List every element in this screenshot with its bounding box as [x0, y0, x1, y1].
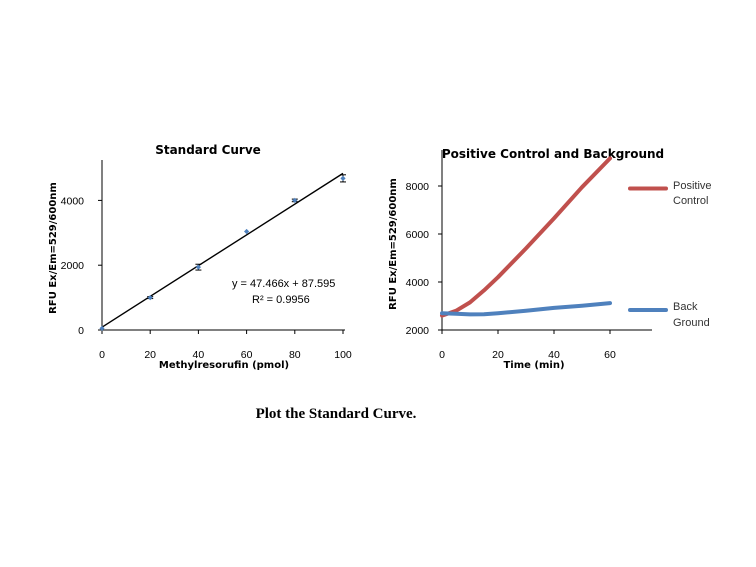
- x-tick-label: 60: [604, 349, 616, 361]
- x-tick-label: 20: [144, 349, 156, 361]
- x-tick-label: 40: [193, 349, 205, 361]
- data-point: [99, 325, 105, 331]
- y-axis-label: RFU Ex/Em=529/600nm: [388, 178, 399, 310]
- series-line: [440, 156, 612, 318]
- trendline: [101, 172, 344, 328]
- data-point: [147, 295, 154, 301]
- axis-ticks: 0 20 40 60 80 100 0 2000 4000: [61, 195, 352, 361]
- x-tick-label: 20: [492, 349, 504, 361]
- x-tick-label: 60: [241, 349, 253, 361]
- chart-title: Positive Control and Background: [442, 147, 664, 161]
- y-axis-label: RFU Ex/Em=529/600nm: [48, 182, 59, 314]
- trendline-equation: y = 47.466x + 87.595: [232, 278, 335, 290]
- data-point: [291, 197, 298, 203]
- r-squared-label: R² = 0.9956: [252, 294, 310, 306]
- series-line: [440, 301, 612, 317]
- chart-title: Standard Curve: [155, 143, 261, 157]
- x-axis-label: Methylresorufin (pmol): [159, 360, 289, 371]
- y-tick-label: 6000: [406, 229, 430, 241]
- legend-label: Positive: [673, 180, 712, 192]
- x-tick-label: 80: [289, 349, 301, 361]
- legend-label: Control: [673, 195, 708, 207]
- legend-label: Back: [673, 301, 698, 313]
- figure-caption: Plot the Standard Curve.: [255, 406, 417, 422]
- data-point: [244, 228, 250, 235]
- data-point: [340, 174, 346, 183]
- data-points: [99, 174, 346, 331]
- y-tick-label: 2000: [406, 325, 430, 337]
- data-point: [195, 263, 202, 271]
- y-tick-label: 4000: [406, 277, 430, 289]
- legend: Positive Control Back Ground: [628, 180, 712, 329]
- x-tick-label: 40: [548, 349, 560, 361]
- y-tick-label: 2000: [61, 260, 85, 272]
- x-tick-label: 100: [334, 349, 352, 361]
- y-tick-label: 0: [78, 325, 84, 337]
- x-tick-label: 0: [99, 349, 105, 361]
- legend-label: Ground: [673, 317, 710, 329]
- axis-ticks: 0 20 40 60 2000 4000 6000 8000: [406, 181, 616, 361]
- positive-control-chart: Positive Control and Background 0 20 40 60 2…: [388, 147, 712, 371]
- y-tick-label: 4000: [61, 195, 85, 207]
- x-axis-label: Time (min): [503, 360, 564, 371]
- legend-item: Back Ground: [628, 301, 710, 329]
- standard-curve-chart: Standard Curve 0 20 40 60 80 100 0 2000 4000 y =…: [48, 143, 352, 371]
- legend-item: Positive Control: [628, 180, 712, 207]
- series-lines: [440, 156, 612, 318]
- y-tick-label: 8000: [406, 181, 430, 193]
- x-tick-label: 0: [439, 349, 445, 361]
